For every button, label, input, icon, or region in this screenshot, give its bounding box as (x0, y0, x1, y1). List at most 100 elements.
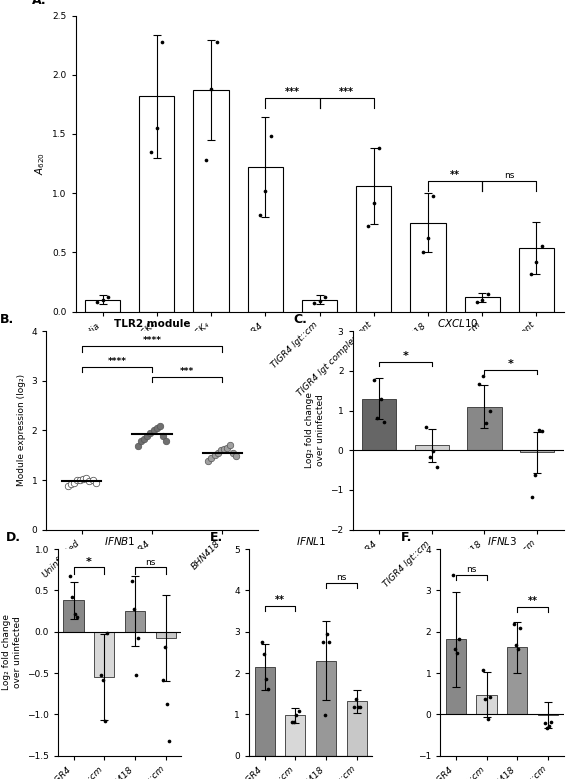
Point (212, 35, 221, 48)
Point (72, 474, 81, 486)
Point (483, 287, 492, 300)
Bar (465, 298, 500, 312)
Point (152, 122, 162, 134)
Point (98, 294, 107, 306)
Point (133, 440, 142, 453)
Text: ns: ns (145, 558, 156, 566)
Point (538, 425, 547, 438)
Bar (362, 399, 396, 450)
Point (158, 430, 167, 442)
Bar (285, 715, 306, 756)
Point (201, 153, 210, 166)
Point (149, 425, 158, 437)
Bar (254, 667, 275, 756)
Bar (467, 407, 501, 450)
Point (512, 639, 521, 651)
Text: F.: F. (401, 531, 412, 544)
Point (356, 700, 365, 713)
Title: $IFNL1$: $IFNL1$ (296, 535, 326, 547)
Text: ****: **** (142, 336, 162, 345)
Point (544, 720, 554, 732)
Point (318, 636, 328, 648)
Point (266, 130, 275, 143)
Point (130, 602, 139, 615)
Point (379, 415, 389, 428)
Point (516, 622, 525, 635)
Text: D.: D. (6, 531, 21, 544)
Bar (410, 223, 446, 312)
Bar (519, 248, 554, 312)
Point (204, 455, 213, 467)
Point (294, 705, 303, 717)
Point (78, 473, 88, 485)
Point (432, 460, 442, 473)
Point (216, 444, 225, 456)
Point (547, 716, 556, 728)
Point (162, 435, 171, 448)
Title: TLR2 module: TLR2 module (114, 319, 190, 329)
Y-axis label: $A_{620}$: $A_{620}$ (33, 152, 46, 175)
Y-axis label: Log₂ fold change
over uninfected: Log₂ fold change over uninfected (2, 615, 21, 690)
Text: ns: ns (466, 565, 476, 574)
Point (160, 640, 170, 653)
Point (376, 393, 385, 406)
Text: *: * (402, 351, 408, 361)
Bar (356, 186, 392, 312)
Title: $IFNL3$: $IFNL3$ (487, 535, 517, 547)
Point (259, 648, 268, 661)
Point (322, 628, 332, 640)
Text: ns: ns (336, 573, 347, 582)
Text: C.: C. (293, 313, 307, 326)
Text: B.: B. (0, 313, 15, 326)
Point (535, 423, 544, 435)
Point (232, 450, 241, 463)
Point (101, 714, 110, 727)
Point (137, 435, 146, 448)
Point (478, 369, 487, 382)
Point (152, 421, 162, 434)
Point (349, 700, 358, 713)
Point (292, 709, 301, 721)
Point (68, 590, 77, 603)
Point (143, 430, 152, 442)
Title: $CXCL10$: $CXCL10$ (437, 317, 479, 329)
Point (255, 208, 264, 220)
Bar (139, 96, 174, 312)
Point (158, 673, 167, 686)
Point (540, 717, 550, 730)
Point (288, 716, 297, 728)
Y-axis label: Log₂ fold change
over uninfected: Log₂ fold change over uninfected (305, 393, 325, 468)
Point (76, 474, 85, 486)
Point (99, 673, 108, 686)
Point (479, 664, 488, 676)
Point (207, 452, 216, 464)
Point (372, 411, 382, 424)
Point (452, 647, 461, 660)
Point (66, 478, 76, 490)
Text: *: * (508, 359, 514, 369)
Point (223, 442, 232, 454)
Point (290, 716, 299, 728)
Point (164, 735, 174, 747)
Point (85, 475, 94, 488)
Point (127, 574, 137, 587)
Point (257, 636, 266, 648)
Point (261, 185, 270, 197)
Point (261, 673, 270, 686)
Point (514, 643, 523, 655)
Point (424, 232, 433, 245)
Point (63, 480, 72, 492)
Point (103, 627, 112, 640)
Text: ****: **** (107, 357, 126, 366)
Point (263, 682, 272, 695)
Point (310, 297, 319, 309)
Bar (414, 446, 449, 450)
Point (69, 476, 78, 488)
Point (418, 246, 427, 259)
Point (213, 446, 223, 459)
Bar (538, 714, 558, 715)
Point (364, 220, 373, 233)
Text: **: ** (528, 596, 538, 606)
Bar (248, 167, 283, 312)
Point (162, 698, 171, 710)
